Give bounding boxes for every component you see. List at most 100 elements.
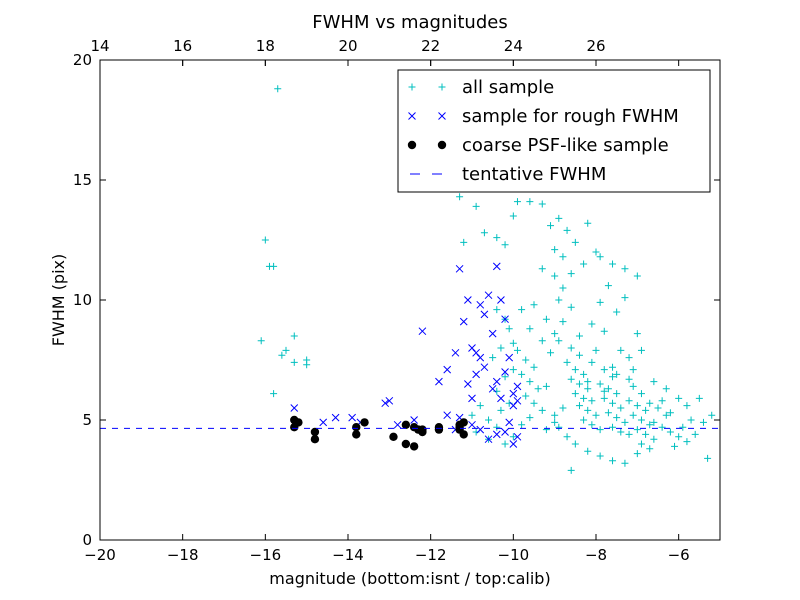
data-point: [513, 382, 522, 391]
legend: all sample sample for rough FWHM coarse PS…: [397, 69, 711, 193]
data-point: [592, 346, 600, 354]
data-point: [410, 416, 418, 424]
data-point: [513, 198, 521, 206]
data-point: [617, 428, 625, 436]
data-point: [551, 418, 559, 426]
data-point: [609, 457, 617, 465]
data-point: [637, 346, 645, 354]
data-point: [621, 294, 629, 302]
data-point: [613, 308, 621, 316]
data-point: [542, 315, 550, 323]
data-point: [551, 246, 559, 254]
data-point: [633, 450, 641, 458]
data-point: [571, 366, 579, 374]
legend-swatch: [437, 140, 447, 150]
data-point: [687, 416, 695, 424]
data-point: [642, 430, 650, 438]
data-point: [551, 411, 559, 419]
data-point: [278, 351, 286, 359]
data-point: [526, 198, 534, 206]
data-point: [513, 396, 522, 405]
data-point: [538, 406, 546, 414]
data-point: [609, 399, 617, 407]
data-point: [592, 248, 600, 256]
data-point: [547, 349, 555, 357]
data-point: [559, 404, 567, 412]
data-point: [637, 440, 645, 448]
data-point: [401, 420, 411, 429]
data-point: [551, 330, 559, 338]
data-point: [451, 348, 460, 357]
data-point: [563, 226, 571, 234]
data-point: [493, 306, 501, 314]
y-tick-label: 15: [73, 171, 92, 189]
data-point: [489, 354, 497, 362]
data-point: [352, 430, 361, 439]
top-tick-label: 14: [90, 37, 109, 55]
data-point: [559, 318, 567, 326]
data-point: [588, 421, 596, 429]
data-point: [480, 229, 488, 237]
y-tick-label: 0: [82, 531, 92, 549]
data-point: [679, 423, 687, 431]
data-point: [691, 430, 699, 438]
data-point: [699, 418, 707, 426]
plot-marks: [100, 85, 720, 474]
legend-entry-sample-for-rough-fwhm: sample for rough FWHM: [408, 106, 679, 127]
data-point: [393, 420, 402, 429]
data-point: [303, 361, 311, 369]
data-point: [658, 397, 666, 405]
data-point: [480, 363, 489, 372]
data-point: [509, 389, 518, 398]
data-point: [459, 430, 468, 439]
data-point: [290, 358, 298, 366]
data-point: [493, 423, 501, 431]
data-point: [675, 394, 683, 402]
data-point: [617, 346, 625, 354]
data-point: [443, 365, 452, 374]
data-point: [633, 330, 641, 338]
x-tick-label: −18: [167, 546, 199, 564]
legend-swatch: [408, 83, 416, 91]
data-point: [555, 337, 563, 345]
data-point: [530, 399, 538, 407]
data-point: [456, 193, 464, 201]
legend-label: sample for rough FWHM: [462, 106, 679, 127]
data-point: [381, 399, 390, 408]
data-point: [604, 385, 612, 393]
data-point: [666, 409, 674, 417]
data-point: [290, 404, 299, 412]
data-point: [261, 236, 269, 244]
data-point: [683, 438, 691, 446]
data-point: [609, 260, 617, 268]
x-tick-label: −20: [84, 546, 116, 564]
data-point: [563, 358, 571, 366]
data-point: [518, 421, 526, 429]
data-point: [513, 432, 522, 441]
data-point: [501, 368, 509, 376]
data-point: [563, 433, 571, 441]
data-point: [588, 397, 596, 405]
data-point: [497, 344, 505, 352]
data-point: [596, 380, 604, 388]
data-point: [596, 253, 604, 261]
data-point: [476, 300, 485, 309]
data-point: [497, 394, 505, 403]
x-tick-label: −16: [250, 546, 282, 564]
data-point: [455, 264, 464, 273]
data-point: [629, 411, 637, 419]
data-point: [625, 354, 633, 362]
data-point: [505, 353, 514, 362]
data-point: [472, 202, 480, 210]
data-point: [492, 430, 501, 439]
data-point: [270, 390, 278, 398]
data-point: [575, 402, 583, 410]
data-point: [580, 394, 588, 402]
data-point: [282, 346, 290, 354]
data-point: [534, 385, 542, 393]
data-point: [509, 366, 517, 374]
data-point: [290, 332, 298, 340]
data-point: [633, 402, 641, 410]
data-point: [580, 416, 588, 424]
